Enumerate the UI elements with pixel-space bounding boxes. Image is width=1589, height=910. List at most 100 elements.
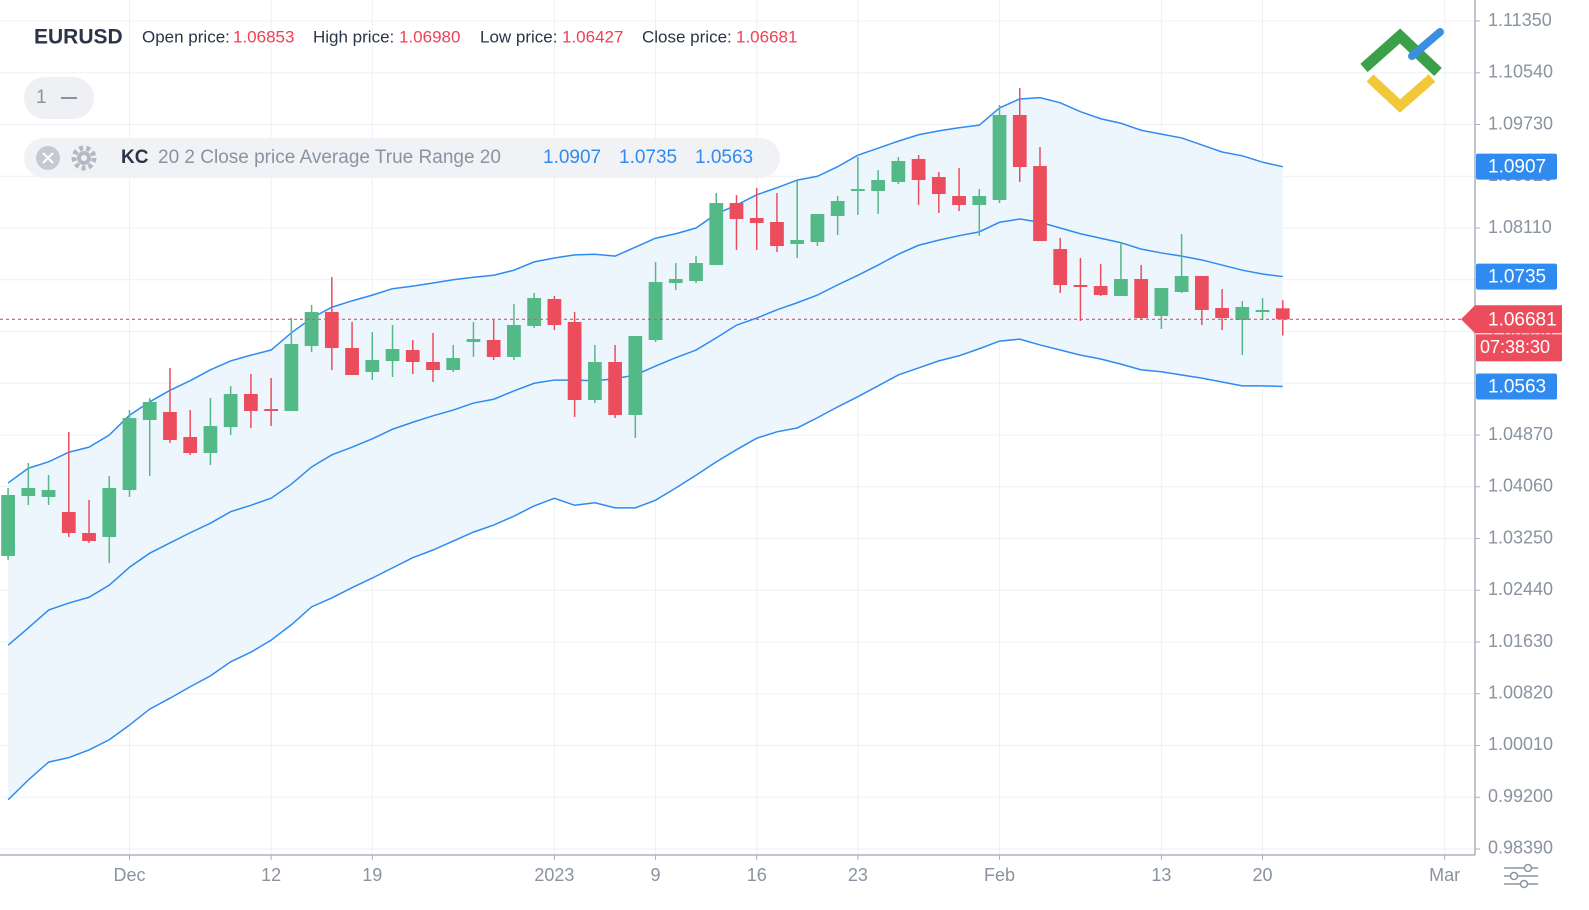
icon-knob (1523, 863, 1533, 873)
candle-body (41, 490, 56, 497)
price-badge (1461, 305, 1562, 334)
candle-body (1215, 307, 1229, 319)
channel-line (7, 218, 1283, 646)
candle-body (203, 425, 218, 454)
candle-body (244, 393, 258, 411)
x-tick-label: 12 (261, 865, 281, 885)
candle-body (1134, 278, 1149, 319)
candle-body (1154, 288, 1169, 316)
candle-body (891, 160, 906, 183)
candle-body (183, 436, 198, 454)
field-value: 1.06681 (736, 27, 797, 46)
icon-knob (1519, 879, 1529, 889)
channel-badge (1476, 263, 1557, 290)
y-tick-label: 0.98390 (1488, 838, 1553, 858)
x-axis-area (0, 855, 1475, 910)
candle-body (1033, 166, 1047, 241)
candle-body (871, 180, 885, 192)
x-tick-label: 2023 (534, 865, 574, 885)
y-tick-label: 1.08110 (1488, 217, 1552, 237)
channel-band (8, 97, 1283, 800)
field-value: 1.06980 (399, 27, 460, 46)
x-tick-label: 20 (1253, 865, 1273, 885)
remove-icon (42, 152, 54, 164)
candle-body (1194, 275, 1209, 310)
candle-body (668, 278, 683, 284)
axis-settings[interactable] (1504, 863, 1538, 889)
indicator-pill (24, 138, 780, 178)
candle-body (1275, 308, 1290, 320)
channel-badge-label: 1.0735 (1488, 267, 1546, 288)
candle-body (689, 263, 703, 282)
candle-body (365, 360, 380, 373)
field-label: Low price: (480, 27, 557, 46)
candle-body (304, 312, 319, 347)
x-tick-label: Feb (984, 865, 1015, 885)
logo-green (1360, 28, 1442, 76)
logo-yellow (1366, 74, 1436, 113)
overlay: EURUSD Open price: 1.06853 High price: 1… (24, 26, 1538, 889)
x-tick-label: 9 (651, 865, 661, 885)
y-tick-label: 1.03250 (1488, 527, 1553, 547)
candle-body (709, 203, 724, 266)
indicator-params: 20 2 Close price Average True Range 20 (158, 147, 501, 168)
field-label: Close price: (642, 27, 732, 46)
candle-body (61, 511, 76, 534)
candle-body (1053, 249, 1068, 285)
candle-body (426, 361, 440, 371)
candle-body (21, 488, 36, 497)
x-tick-label: Dec (113, 865, 145, 885)
channel-line (7, 96, 1283, 484)
candle-body (810, 214, 825, 243)
channel-line (7, 338, 1283, 801)
channel-badge-label: 1.0563 (1488, 376, 1546, 397)
y-tick-label: 1.10540 (1488, 62, 1553, 82)
candle-body (527, 298, 542, 327)
price-badge-label: 1.06681 (1488, 309, 1557, 330)
candle-body (608, 361, 622, 416)
candle-body (729, 203, 744, 220)
candle-body (992, 114, 1007, 201)
settings-button[interactable] (71, 145, 97, 171)
y-tick-label: 1.04870 (1488, 424, 1553, 444)
candle-body (587, 361, 602, 400)
icon-knob (1509, 871, 1519, 881)
candle-body (972, 196, 987, 206)
candle-body (790, 240, 805, 244)
candle-body (911, 159, 926, 181)
logo-blue (1408, 28, 1444, 60)
channel-badge (1476, 373, 1557, 400)
candle-body (567, 321, 582, 400)
candle-body (82, 533, 96, 541)
candle-body (1012, 114, 1027, 168)
x-tick-label: 19 (362, 865, 382, 885)
candle-body (1255, 309, 1270, 313)
countdown-label: 07:38:30 (1480, 337, 1550, 357)
y-tick-label: 1.00820 (1488, 682, 1553, 702)
candle-body (122, 418, 137, 491)
candle-body (851, 189, 865, 192)
candle-body (547, 298, 562, 325)
countdown-badge (1476, 334, 1562, 362)
y-tick-label: 1.02440 (1488, 579, 1553, 599)
channel-badge (1476, 153, 1557, 180)
candle-body (163, 412, 177, 440)
candle-body (1114, 278, 1128, 296)
candle-body (324, 312, 339, 348)
candle-body (749, 217, 764, 224)
pane-number: 1 (36, 87, 47, 108)
field-label: Open price: (142, 27, 230, 46)
candle-body (1, 494, 15, 557)
candle-body (284, 344, 299, 411)
candle-body (1174, 275, 1189, 293)
candle-body (142, 401, 157, 420)
field-value: 1.06427 (562, 27, 623, 46)
y-tick-label: 1.00010 (1488, 734, 1553, 754)
pane-pill[interactable] (24, 77, 94, 119)
candle-body (1093, 286, 1108, 296)
indicator-value: 1.0735 (619, 147, 677, 168)
indicator-value: 1.0563 (695, 147, 753, 168)
y-tick-label: 1.09730 (1488, 113, 1553, 133)
candle-body (952, 196, 966, 206)
